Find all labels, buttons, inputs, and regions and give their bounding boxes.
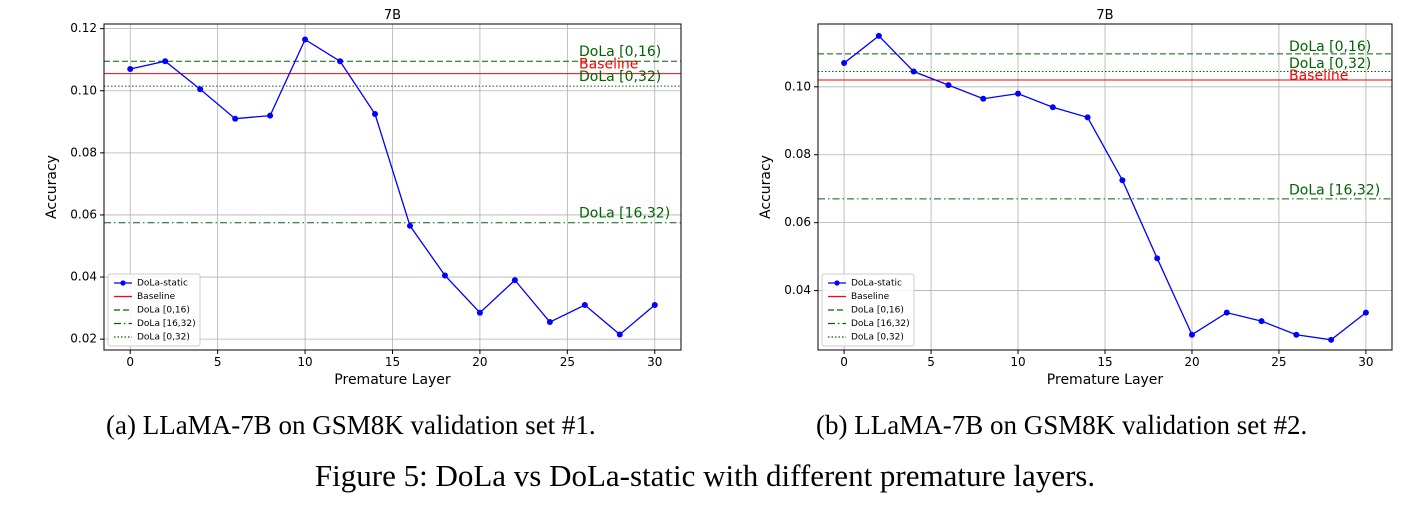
chart-b-legend-label-2: DoLa [0,16): [851, 306, 904, 316]
chart-b-xlabel: Premature Layer: [1047, 372, 1164, 388]
chart-b-point-5: [1015, 90, 1022, 97]
chart-a-xtick-label-4: 20: [472, 355, 487, 369]
chart-a-legend-label-0: DoLa-static: [137, 279, 188, 289]
chart-a-point-13: [581, 301, 588, 308]
chart-b-xtick-label-1: 5: [927, 355, 935, 369]
chart-a-point-4: [267, 112, 274, 119]
chart-b-point-13: [1293, 331, 1300, 338]
chart-a-ytick-label-5: 0.12: [70, 21, 97, 35]
chart-a-point-3: [232, 115, 239, 122]
chart-b-point-6: [1049, 104, 1056, 111]
chart-a-xtick-label-3: 15: [385, 355, 400, 369]
chart-b-xtick-label-5: 25: [1271, 355, 1286, 369]
chart-a-ref-label-0: Baseline: [579, 56, 638, 72]
chart-b-title: 7B: [1096, 8, 1113, 23]
chart-a-ref-label-3: DoLa [0,32): [579, 69, 661, 85]
chart-b-xtick-label-4: 20: [1184, 355, 1199, 369]
chart-a-legend-label-2: DoLa [0,16): [137, 306, 190, 316]
chart-a-legend: DoLa-static Baseline DoLa [0,16) DoLa [16,3…: [107, 273, 201, 347]
chart-a-point-11: [511, 277, 518, 284]
chart-b-point-7: [1084, 114, 1091, 121]
chart-panel-b: Baseline DoLa [0,16) DoLa [16,32) DoLa [0,3…: [710, 0, 1410, 400]
chart-b-xtick-label-0: 0: [840, 355, 848, 369]
chart-a-point-14: [616, 331, 623, 338]
chart-a-point-8: [406, 222, 413, 229]
subfigure-caption-b: (b) LLaMA-7B on GSM8K validation set #2.: [816, 410, 1308, 440]
chart-a-ytick-label-1: 0.04: [70, 270, 97, 284]
chart-b-point-9: [1154, 255, 1161, 262]
chart-a-ytick-label-4: 0.10: [70, 83, 97, 97]
chart-b-legend: DoLa-static Baseline DoLa [0,16) DoLa [16,3…: [821, 273, 915, 347]
chart-a-point-1: [162, 58, 169, 65]
chart-a-xtick-label-5: 25: [560, 355, 575, 369]
chart-b-point-4: [980, 95, 987, 102]
chart-b-point-1: [875, 32, 882, 39]
chart-b-legend-marker-0: [834, 280, 840, 286]
chart-b-point-3: [945, 82, 952, 89]
chart-b-ref-label-1: DoLa [0,16): [1289, 39, 1371, 55]
chart-a-xtick-label-1: 5: [214, 355, 222, 369]
chart-b-point-10: [1188, 331, 1195, 338]
chart-a-point-0: [127, 66, 134, 73]
chart-a-legend-label-3: DoLa [16,32): [137, 319, 196, 329]
chart-a-point-15: [651, 301, 658, 308]
chart-a-ytick-label-2: 0.06: [70, 207, 97, 221]
chart-b-ylabel: Accuracy: [758, 155, 774, 219]
chart-b-xtick-label-6: 30: [1358, 355, 1373, 369]
chart-b-legend-label-4: DoLa [0,32): [851, 333, 904, 343]
chart-a-legend-box: [107, 273, 201, 347]
subfigure-caption-a: (a) LLaMA-7B on GSM8K validation set #1.: [106, 410, 596, 440]
chart-b-ytick-label-1: 0.06: [784, 215, 811, 229]
chart-a-series-line-0: [130, 38, 656, 336]
chart-a-xlabel: Premature Layer: [334, 372, 451, 388]
chart-a-title: 7B: [384, 8, 401, 23]
chart-panel-a: Baseline DoLa [0,16) DoLa [16,32) DoLa [0,3…: [0, 0, 700, 400]
figure-caption: Figure 5: DoLa vs DoLa-static with diffe…: [314, 458, 1096, 493]
chart-a-ytick-label-3: 0.08: [70, 145, 97, 159]
chart-b-point-15: [1362, 309, 1369, 316]
chart-a-point-12: [546, 319, 553, 326]
chart-b-point-11: [1223, 309, 1230, 316]
chart-a-ytick-label-0: 0.02: [70, 332, 97, 346]
chart-b-legend-label-3: DoLa [16,32): [851, 319, 910, 329]
chart-a-xtick-label-0: 0: [126, 355, 134, 369]
chart-b-point-14: [1328, 336, 1335, 343]
chart-a-point-9: [441, 272, 448, 279]
chart-a-point-10: [476, 309, 483, 316]
chart-a-ref-label-2: DoLa [16,32): [579, 205, 670, 221]
chart-b-legend-box: [821, 273, 915, 347]
chart-b-xtick-label-3: 15: [1097, 355, 1112, 369]
chart-b-ytick-label-3: 0.10: [784, 79, 811, 93]
chart-b-ytick-label-2: 0.08: [784, 147, 811, 161]
chart-a-legend-label-4: DoLa [0,32): [137, 333, 190, 343]
chart-b-svg: Baseline DoLa [0,16) DoLa [16,32) DoLa [0,3…: [758, 8, 1393, 388]
chart-a-legend-marker-0: [120, 280, 126, 286]
chart-b-ref-label-2: DoLa [16,32): [1289, 182, 1380, 198]
chart-a-point-6: [337, 58, 344, 65]
chart-a-point-5: [302, 36, 309, 43]
chart-b-ytick-label-0: 0.04: [784, 283, 811, 297]
chart-b-xtick-label-2: 10: [1010, 355, 1025, 369]
chart-b-point-2: [910, 68, 917, 75]
chart-a-point-7: [372, 111, 379, 118]
chart-b-point-12: [1258, 318, 1265, 325]
chart-a-legend-label-1: Baseline: [137, 292, 176, 302]
chart-a-point-2: [197, 86, 204, 93]
chart-b-point-8: [1119, 177, 1126, 184]
chart-b-series-line-0: [843, 35, 1367, 341]
chart-b-legend-label-0: DoLa-static: [851, 279, 902, 289]
chart-a-ref-label-1: DoLa [0,16): [579, 44, 661, 60]
chart-a-xtick-label-2: 10: [297, 355, 312, 369]
chart-a-ylabel: Accuracy: [44, 155, 60, 219]
chart-b-ref-label-3: DoLa [0,32): [1289, 56, 1371, 72]
chart-a-xtick-label-6: 30: [647, 355, 662, 369]
chart-b-point-0: [841, 60, 848, 67]
chart-b-legend-label-1: Baseline: [851, 292, 890, 302]
